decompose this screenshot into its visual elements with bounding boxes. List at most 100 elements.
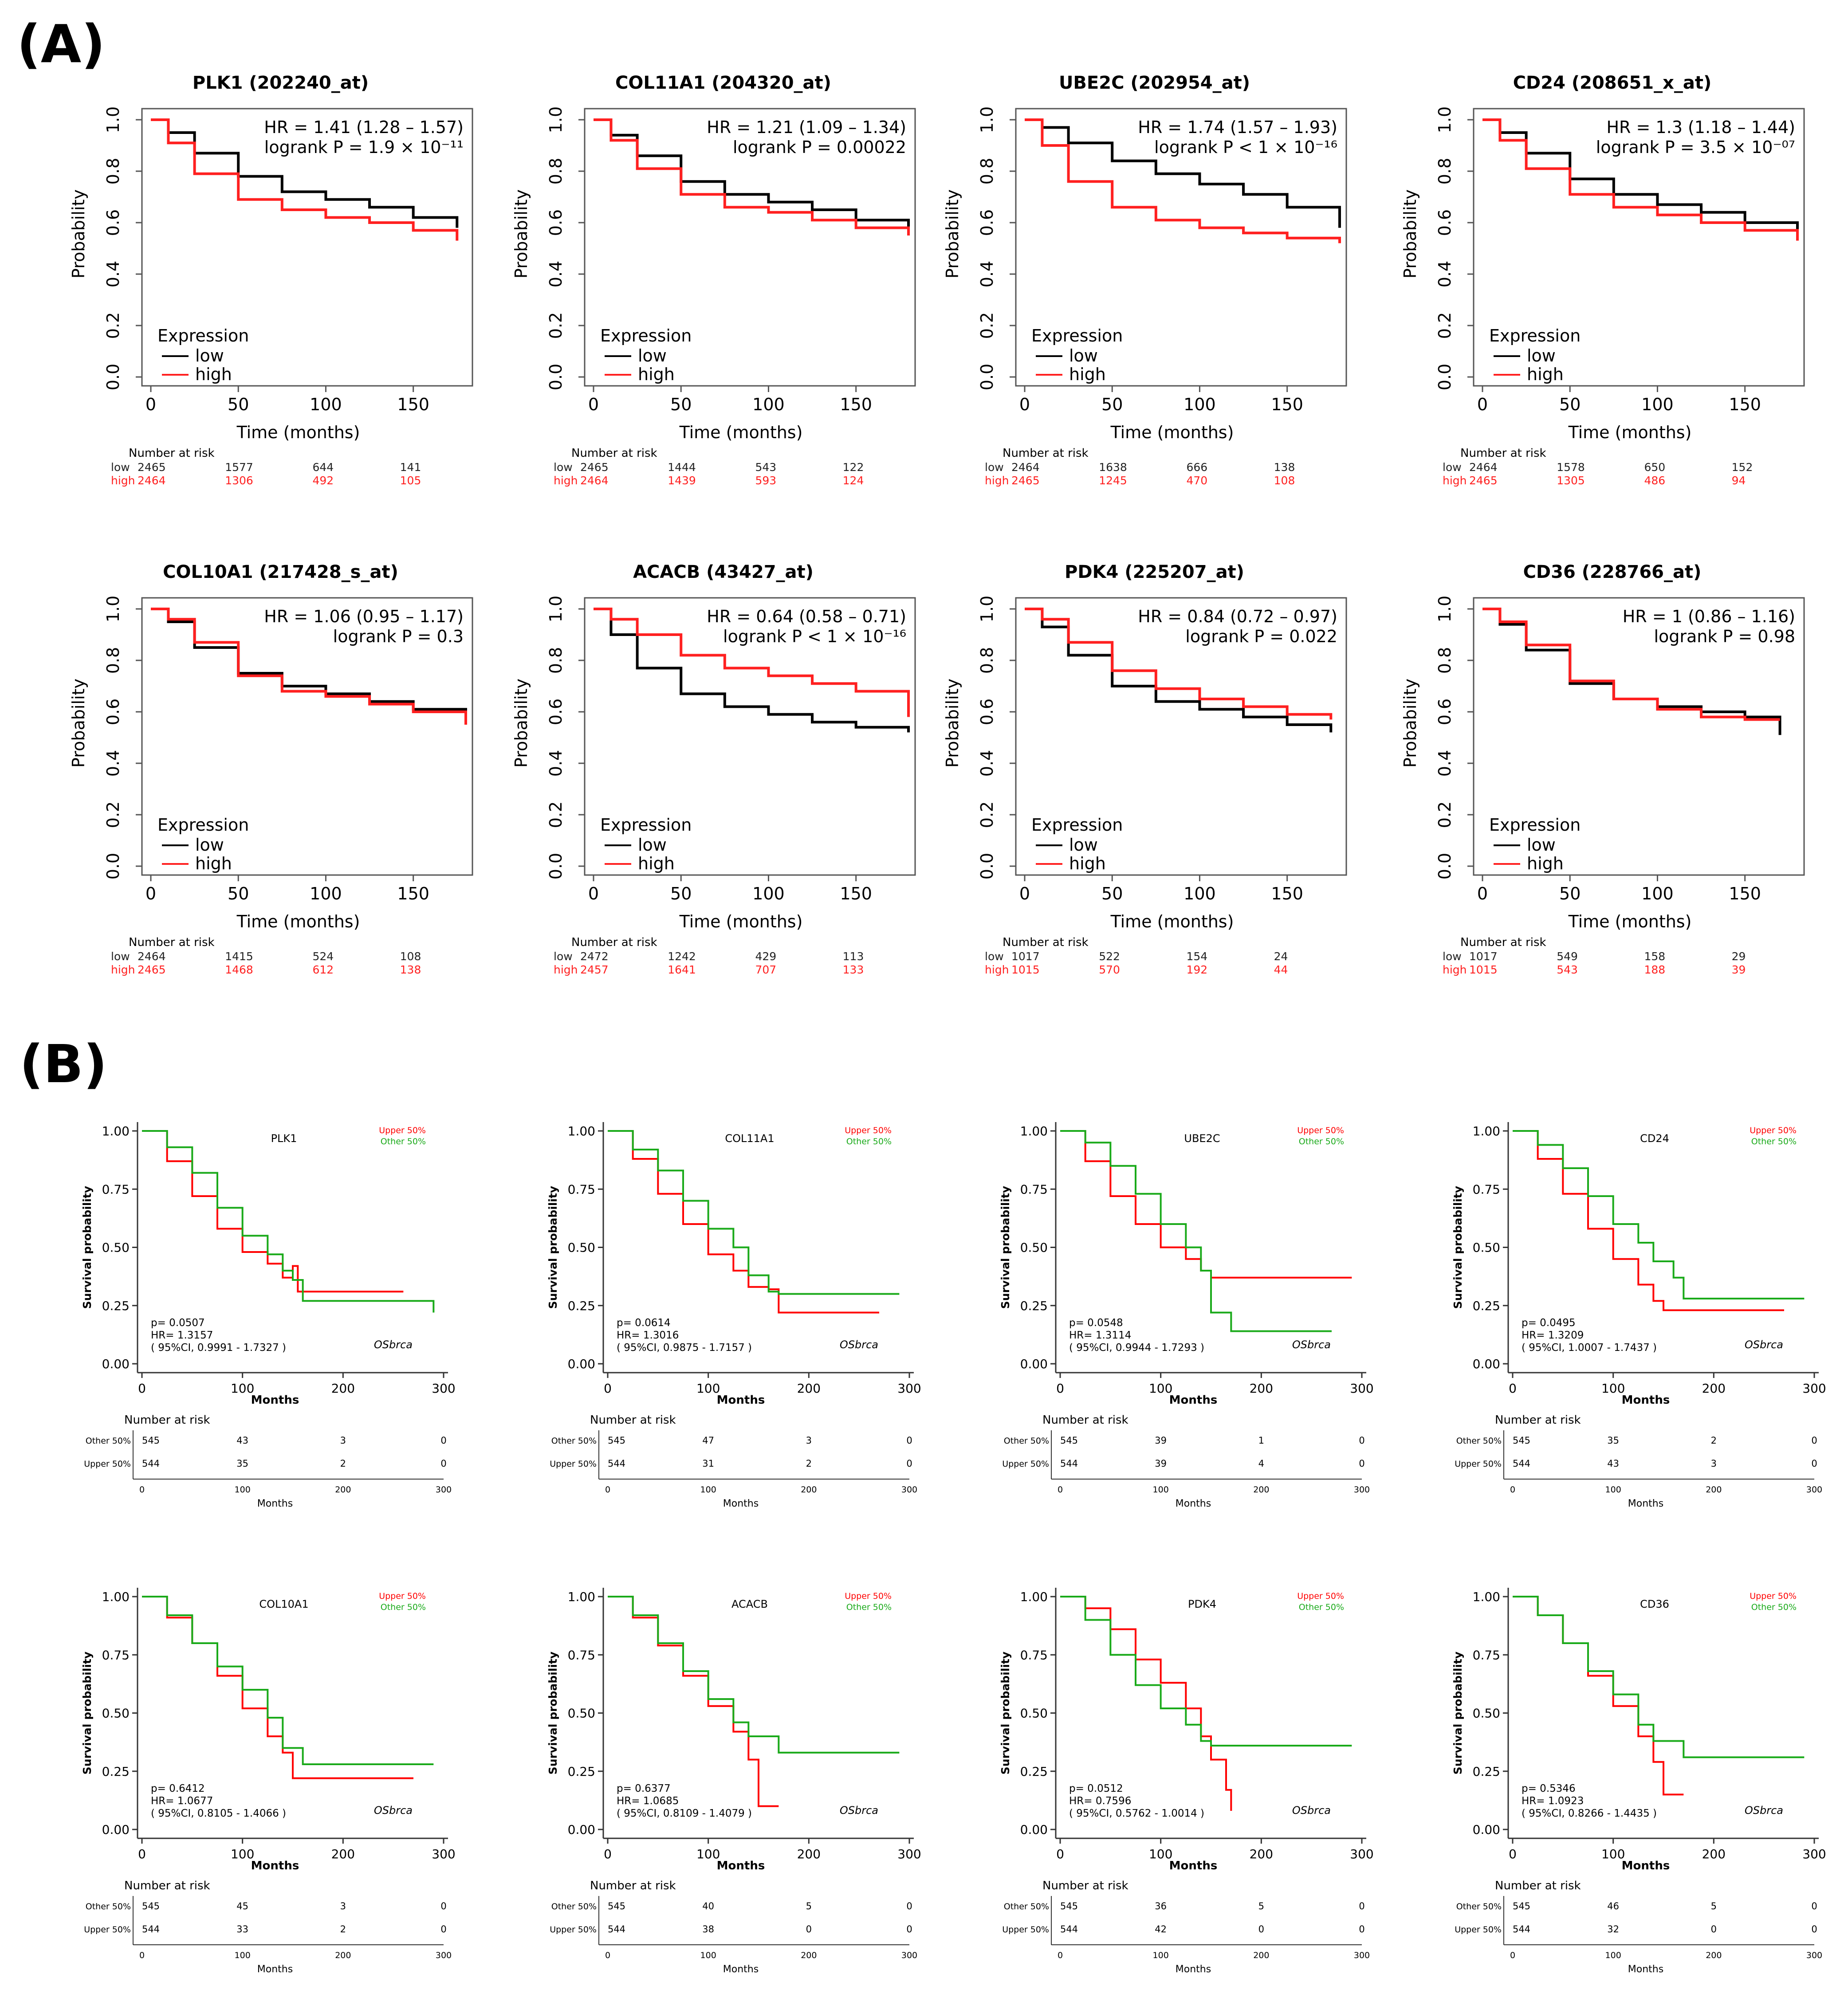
risk-value: 47 [702, 1435, 714, 1446]
y-tick-label: 1.0 [977, 596, 997, 622]
x-tick-label: 300 [1802, 1381, 1826, 1396]
risk-value: 0 [906, 1924, 912, 1935]
y-tick-label: 0.2 [103, 312, 123, 339]
risk-value: 549 [1557, 950, 1578, 963]
y-tick-label: 1.0 [977, 106, 997, 133]
legend-label-high: high [1527, 365, 1564, 384]
y-tick-label: 0.8 [546, 647, 566, 674]
risk-value: 1 [1258, 1435, 1264, 1446]
y-tick-label: 0.00 [1473, 1822, 1500, 1837]
x-axis-label: Time (months) [236, 423, 360, 442]
y-axis-label: Survival probability [81, 1652, 94, 1774]
x-tick-label: 50 [670, 395, 692, 414]
risk-row-label: Other 50% [1456, 1436, 1502, 1446]
risk-x-tick-label: 200 [335, 1485, 351, 1495]
y-tick-label: 1.00 [1020, 1590, 1048, 1604]
risk-value: 545 [1513, 1901, 1530, 1912]
y-axis-label: Survival probability [81, 1186, 94, 1309]
y-tick-label: 0.25 [1020, 1299, 1048, 1313]
y-tick-label: 0.2 [103, 801, 123, 828]
risk-value: 3 [1711, 1458, 1717, 1469]
legend-upper: Upper 50% [1297, 1591, 1344, 1601]
legend-upper: Upper 50% [845, 1126, 892, 1135]
hazard-ratio-text: HR= 0.7596 [1069, 1795, 1131, 1807]
x-tick-label: 300 [1802, 1847, 1826, 1861]
survival-curve-other [1060, 1130, 1332, 1332]
y-axis-label: Probability [943, 189, 962, 279]
risk-value: 2 [1711, 1435, 1717, 1446]
dataset-tag: OSbrca [1745, 1338, 1783, 1351]
risk-value: 0 [1359, 1435, 1364, 1446]
km-curve-high [594, 608, 910, 717]
risk-value: 1641 [668, 963, 696, 976]
gene-name: CD24 [1640, 1132, 1669, 1145]
risk-value: 544 [142, 1458, 160, 1469]
risk-value: 0 [1359, 1901, 1364, 1912]
y-axis-label: Survival probability [547, 1652, 559, 1774]
km-curve-high [1025, 118, 1341, 243]
risk-value: 105 [400, 474, 421, 487]
legend-title: Expression [600, 326, 692, 345]
y-tick-label: 0.50 [102, 1240, 130, 1255]
y-axis-label: Probability [69, 679, 88, 768]
risk-value: 5 [806, 1901, 812, 1912]
risk-value: 707 [755, 963, 776, 976]
y-tick-label: 0.6 [1435, 699, 1455, 725]
legend-title: Expression [1031, 326, 1123, 345]
y-tick-label: 0.4 [546, 261, 566, 287]
hazard-ratio-text: HR = 1.3 (1.18 – 1.44) [1606, 118, 1795, 137]
x-axis-label: Months [717, 1859, 765, 1872]
dataset-tag: OSbrca [374, 1804, 413, 1817]
x-axis-label: Time (months) [1568, 912, 1692, 931]
legend-title: Expression [157, 815, 249, 835]
risk-value: 2464 [138, 950, 166, 963]
hazard-ratio-text: HR= 1.3114 [1069, 1330, 1131, 1341]
logrank-text: logrank P = 0.022 [1185, 627, 1337, 646]
risk-value: 2464 [1011, 461, 1040, 474]
y-tick-label: 0.4 [103, 261, 123, 287]
y-tick-label: 0.2 [546, 312, 566, 339]
risk-value: 1242 [668, 950, 696, 963]
x-tick-label: 100 [1641, 884, 1674, 903]
legend-upper: Upper 50% [379, 1126, 426, 1135]
legend-upper: Upper 50% [1750, 1126, 1797, 1135]
x-tick-label: 150 [1271, 884, 1303, 903]
risk-table-header: Number at risk [571, 936, 657, 949]
y-tick-label: 0.50 [1020, 1240, 1048, 1255]
risk-value: 29 [1732, 950, 1746, 963]
y-axis-label: Probability [1400, 189, 1420, 279]
risk-value: 1015 [1469, 963, 1498, 976]
risk-row-label: Upper 50% [1455, 1459, 1502, 1469]
y-tick-label: 0.25 [102, 1299, 130, 1313]
risk-x-tick-label: 0 [1058, 1485, 1063, 1495]
p-value-text: p= 0.6377 [617, 1783, 671, 1794]
risk-value: 2465 [138, 461, 166, 474]
y-tick-label: 0.6 [977, 699, 997, 725]
survival-plot-b-3: 0.000.250.500.751.000 100 200 300MonthsSurv… [999, 1122, 1374, 1509]
y-tick-label: 0.2 [1435, 312, 1455, 339]
risk-x-tick-label: 0 [1058, 1951, 1063, 1960]
km-curve-low [1025, 118, 1341, 228]
km-curve-low [151, 118, 459, 228]
y-tick-label: 0.6 [546, 699, 566, 725]
x-tick-label: 300 [897, 1847, 921, 1861]
dataset-tag: OSbrca [1292, 1804, 1331, 1817]
risk-value: 2 [340, 1458, 346, 1469]
risk-value: 124 [843, 474, 864, 487]
risk-value: 39 [1155, 1458, 1167, 1469]
km-plot-a-8: CD36 (228766_at) 0.0 0.2 0.4 0.6 0.8 1.0 0 50 100… [1400, 562, 1805, 976]
risk-x-tick-label: 200 [801, 1485, 817, 1495]
risk-value: 2457 [580, 963, 609, 976]
risk-value: 133 [843, 963, 864, 976]
risk-value: 2465 [1469, 474, 1498, 487]
risk-value: 3 [806, 1435, 812, 1446]
survival-curve-upper [608, 1596, 779, 1807]
panel-label-b: (B) [20, 1033, 107, 1095]
risk-value: 0 [440, 1435, 446, 1446]
risk-x-axis-label: Months [1628, 1964, 1663, 1975]
km-plot-a-6: ACACB (43427_at) 0.0 0.2 0.4 0.6 0.8 1.0 0 50 100… [511, 562, 916, 976]
risk-value: 0 [906, 1458, 912, 1469]
risk-row-label: high [111, 474, 135, 487]
km-plot-a-3: UBE2C (202954_at) 0.0 0.2 0.4 0.6 0.8 1.0 0 50 10… [943, 73, 1347, 487]
risk-value: 1306 [225, 474, 253, 487]
